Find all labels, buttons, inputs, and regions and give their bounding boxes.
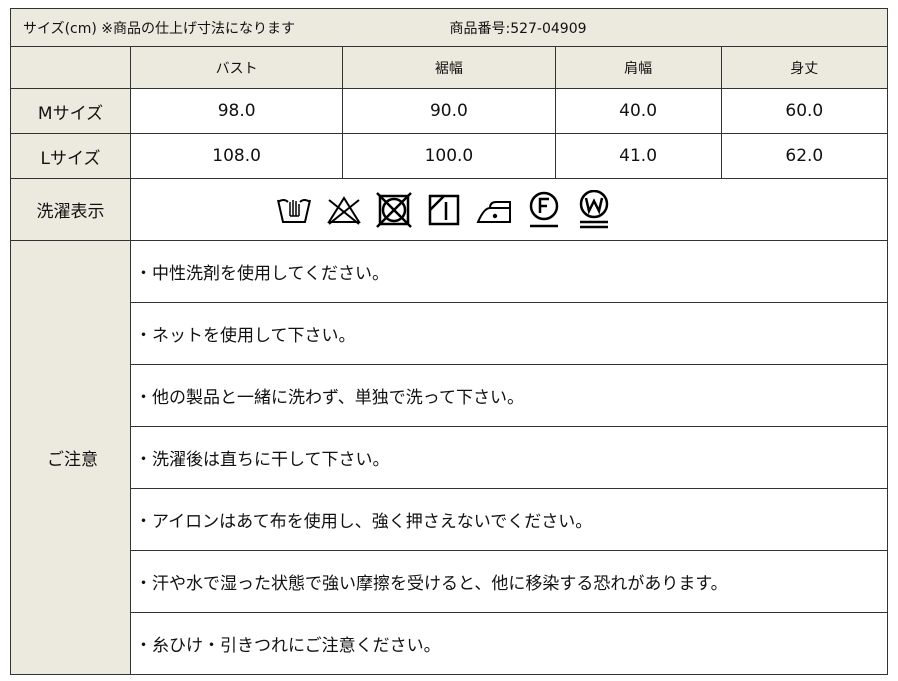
header-cell: サイズ(cm) ※商品の仕上げ寸法になります 商品番号:527-04909 <box>10 8 888 47</box>
size-row-l: Lサイズ 108.0 100.0 41.0 62.0 <box>10 133 889 179</box>
col-bust: バスト <box>129 46 344 89</box>
iron-low-icon <box>476 200 511 223</box>
cell: 62.0 <box>720 133 889 179</box>
note-row: ご注意 ・中性洗剤を使用してください。 <box>10 240 888 675</box>
no-bleach-icon <box>327 195 361 225</box>
care-row: 洗濯表示 <box>10 178 888 241</box>
row-label: Mサイズ <box>10 88 131 134</box>
note-row: ・他の製品と一緒に洗わず、単独で洗って下さい。 <box>11 364 888 427</box>
cell: 90.0 <box>342 88 556 134</box>
note-item: ・ネットを使用して下さい。 <box>130 302 888 365</box>
col-length: 身丈 <box>720 46 889 89</box>
note-row: ・糸ひけ・引きつれにご注意ください。 <box>11 612 888 675</box>
col-shoulder-width: 肩幅 <box>554 46 722 89</box>
note-item: ・アイロンはあて布を使用し、強く押さえないでください。 <box>130 488 888 551</box>
wet-clean-w-icon <box>579 189 609 228</box>
column-header-row: バスト 裾幅 肩幅 身丈 <box>10 46 889 89</box>
drip-dry-shade-icon <box>428 194 460 225</box>
empty-corner <box>10 46 131 89</box>
cell: 100.0 <box>342 133 556 179</box>
product-number: 商品番号:527-04909 <box>449 20 587 37</box>
size-table: サイズ(cm) ※商品の仕上げ寸法になります 商品番号:527-04909 バス… <box>10 8 889 675</box>
cell: 108.0 <box>129 133 344 179</box>
no-tumble-dry-icon <box>376 191 412 228</box>
note-item: ・中性洗剤を使用してください。 <box>130 240 888 303</box>
care-icons-cell <box>130 178 888 241</box>
cell: 98.0 <box>129 88 344 134</box>
header-title: サイズ(cm) ※商品の仕上げ寸法になります <box>23 20 296 37</box>
note-row: ・洗濯後は直ちに干して下さい。 <box>11 426 888 489</box>
care-label: 洗濯表示 <box>10 178 131 241</box>
note-item: ・他の製品と一緒に洗わず、単独で洗って下さい。 <box>130 364 888 427</box>
row-label: Lサイズ <box>10 133 131 179</box>
note-item: ・汗や水で湿った状態で強い摩擦を受けると、他に移染する恐れがあります。 <box>130 550 888 613</box>
note-row: ・アイロンはあて布を使用し、強く押さえないでください。 <box>11 488 888 551</box>
size-row-m: Mサイズ 98.0 90.0 40.0 60.0 <box>10 88 889 134</box>
cell: 60.0 <box>720 88 889 134</box>
col-hem-width: 裾幅 <box>342 46 556 89</box>
cell: 41.0 <box>554 133 722 179</box>
hand-wash-icon <box>277 198 311 223</box>
dry-clean-f-icon <box>529 191 559 227</box>
header-row: サイズ(cm) ※商品の仕上げ寸法になります 商品番号:527-04909 <box>10 8 888 47</box>
note-item: ・洗濯後は直ちに干して下さい。 <box>130 426 888 489</box>
cell: 40.0 <box>554 88 722 134</box>
notes-label: ご注意 <box>10 240 131 675</box>
note-item: ・糸ひけ・引きつれにご注意ください。 <box>130 612 888 675</box>
note-row: ・汗や水で湿った状態で強い摩擦を受けると、他に移染する恐れがあります。 <box>11 550 888 613</box>
note-row: ・ネットを使用して下さい。 <box>11 302 888 365</box>
